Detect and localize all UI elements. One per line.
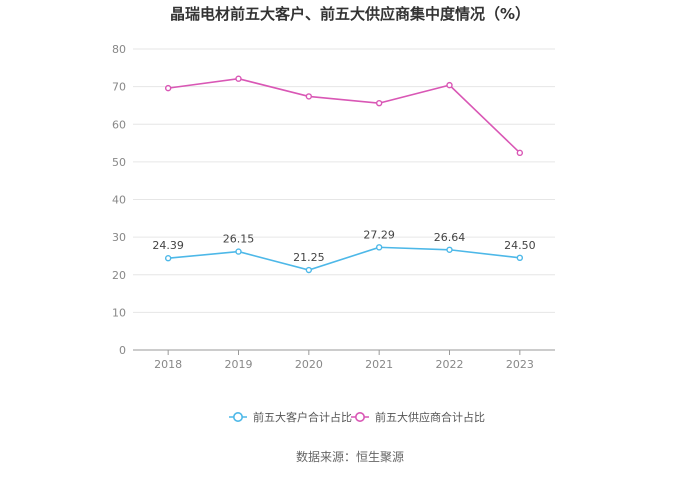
data-point[interactable] — [164, 84, 172, 92]
x-tick-label: 2021 — [365, 358, 393, 371]
x-tick-label: 2018 — [154, 358, 182, 371]
y-tick-label: 0 — [119, 344, 126, 357]
series-1: 24.39 26.15 21.25 27.29 26.64 24.50 — [152, 228, 536, 274]
y-tick-label: 30 — [112, 231, 126, 244]
data-point[interactable] — [516, 149, 524, 157]
data-label: 21.25 — [293, 251, 325, 264]
data-point[interactable] — [164, 255, 172, 262]
y-tick-label: 60 — [112, 118, 126, 131]
legend-label: 前五大客户合计占比 — [253, 410, 352, 424]
x-tick-label: 2022 — [436, 358, 464, 371]
series-line — [168, 246, 520, 271]
y-tick-label: 20 — [112, 269, 126, 282]
chart-title: 晶瑞电材前五大客户、前五大供应商集中度情况（%） — [170, 5, 530, 23]
y-tick-label: 80 — [112, 43, 126, 56]
legend-item-1[interactable]: 前五大客户合计占比 — [229, 410, 352, 424]
y-tick-label: 40 — [112, 194, 126, 207]
axes: 0 10 20 30 40 50 60 70 80 2018 2019 2020 2021 2022 202… — [112, 43, 555, 371]
grid — [133, 48, 555, 313]
data-point[interactable] — [516, 254, 524, 262]
data-point[interactable] — [235, 75, 242, 82]
series-line — [168, 77, 521, 154]
x-tick-label: 2023 — [506, 358, 534, 371]
source-note: 数据来源：恒生聚源 — [296, 449, 404, 464]
legend-item-2[interactable]: 前五大供应商合计占比 — [351, 410, 485, 424]
data-point[interactable] — [235, 248, 242, 255]
legend[interactable]: 前五大客户合计占比 前五大供应商合计占比 — [229, 410, 485, 424]
legend-label: 前五大供应商合计占比 — [375, 410, 485, 424]
legend-marker-icon — [354, 411, 365, 422]
data-label: 24.50 — [504, 239, 536, 252]
data-point[interactable] — [375, 244, 383, 251]
data-label: 27.29 — [363, 228, 395, 241]
x-tick-label: 2019 — [225, 358, 253, 371]
data-point[interactable] — [375, 99, 383, 107]
y-tick-label: 70 — [112, 81, 126, 94]
data-point[interactable] — [446, 246, 453, 253]
legend-marker-icon — [233, 411, 244, 422]
data-label: 26.64 — [434, 231, 466, 244]
y-tick-label: 10 — [112, 306, 126, 319]
data-point[interactable] — [305, 266, 313, 274]
data-point[interactable] — [446, 81, 453, 89]
data-label: 24.39 — [152, 239, 184, 252]
data-point[interactable] — [305, 93, 313, 100]
series-2 — [164, 75, 524, 157]
x-tick-label: 2020 — [295, 358, 323, 371]
data-label: 26.15 — [223, 233, 255, 246]
series-group: 24.39 26.15 21.25 27.29 26.64 24.50 — [152, 75, 536, 274]
y-tick-label: 50 — [112, 156, 126, 169]
